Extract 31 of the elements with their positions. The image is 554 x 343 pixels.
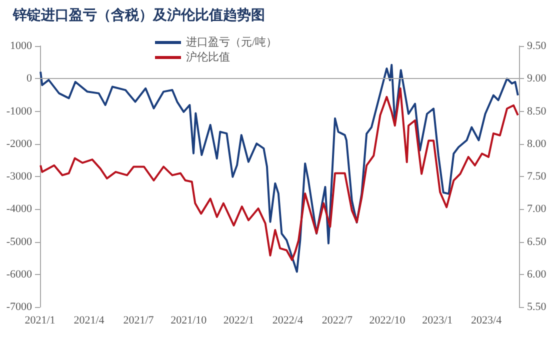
- y2-tick-label: 6.50: [527, 236, 547, 248]
- x-tick-label: 2021/1: [24, 314, 56, 326]
- y2-tick-label: 7.00: [527, 203, 547, 216]
- y2-tick-label: 9.50: [527, 40, 547, 52]
- y-tick-label: -7000: [6, 301, 32, 313]
- x-tick-label: 2023/1: [422, 314, 453, 326]
- legend-label: 沪伦比值: [186, 50, 230, 64]
- y-tick-label: -2000: [6, 138, 32, 150]
- x-tick-label: 2022/10: [369, 314, 406, 326]
- y2-tick-label: 8.50: [527, 105, 547, 118]
- y-tick-label: -5000: [6, 236, 32, 248]
- y-tick-label: -1000: [6, 105, 32, 118]
- y2-tick-label: 7.50: [527, 170, 547, 182]
- x-tick-label: 2022/1: [223, 314, 254, 326]
- chart-title: 锌锭进口盈亏（含税）及沪伦比值趋势图: [12, 6, 265, 24]
- y2-tick-label: 5.50: [527, 301, 547, 313]
- y-tick-label: -4000: [6, 203, 32, 216]
- y2-tick-label: 9.00: [527, 72, 547, 85]
- y-tick-label: 1000: [10, 40, 32, 52]
- x-tick-label: 2021/7: [123, 314, 154, 326]
- x-tick-label: 2021/4: [74, 314, 105, 326]
- y-tick-label: -6000: [6, 268, 32, 280]
- legend-label: 进口盈亏（元/吨）: [186, 36, 278, 48]
- x-tick-label: 2022/4: [272, 314, 304, 326]
- y2-tick-label: 8.00: [527, 138, 547, 150]
- y-tick-label: -3000: [6, 170, 32, 182]
- x-tick-label: 2023/4: [471, 314, 502, 326]
- x-tick-label: 2021/10: [170, 314, 208, 326]
- y-tick-label: 0: [26, 72, 32, 85]
- x-tick-label: 2022/7: [322, 314, 353, 326]
- y2-tick-label: 6.00: [527, 268, 547, 280]
